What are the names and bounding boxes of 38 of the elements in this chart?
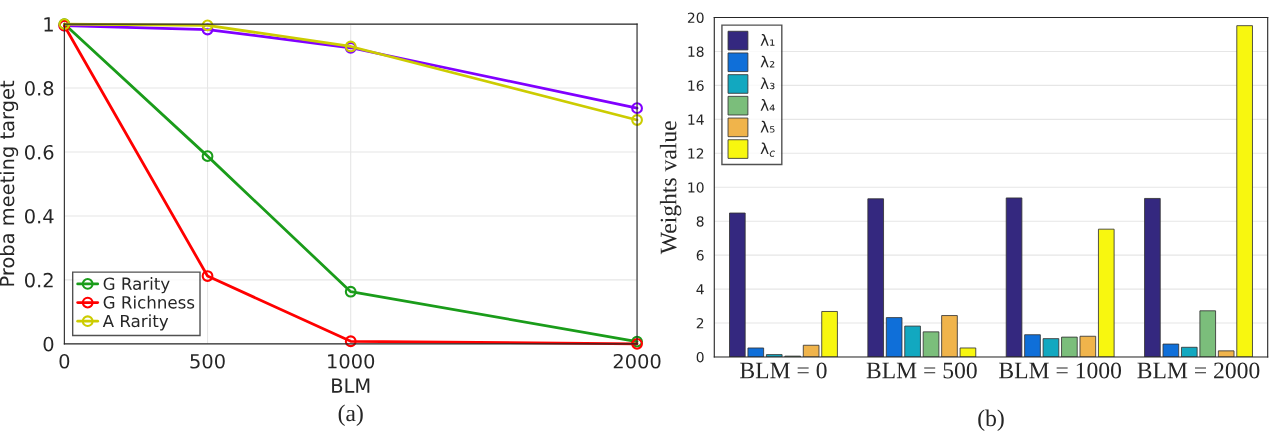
y-tick-label: 0.4 xyxy=(24,208,54,224)
legend-label: G Richness xyxy=(103,295,195,309)
x-tick-label: BLM = 2000 xyxy=(1137,362,1260,379)
y-tick-label: 0.2 xyxy=(24,272,53,288)
x-tick-label: 0 xyxy=(59,353,70,369)
y-tick-label: 6 xyxy=(696,250,704,261)
y-axis-title: Proba meeting target xyxy=(0,80,19,286)
x-tick-label: 500 xyxy=(190,353,225,369)
y-axis-title: Weights value xyxy=(659,121,682,255)
legend-label: λ$_{c}$ xyxy=(760,142,776,157)
y-tick-label: 0 xyxy=(43,336,54,352)
legend-label: A Rarity xyxy=(102,314,169,331)
y-tick-label: 18 xyxy=(688,46,704,57)
y-tick-label: 1 xyxy=(44,17,53,32)
legend-label: G Rarity xyxy=(103,277,170,294)
legend-label: λ₂ xyxy=(760,55,775,68)
y-tick-label: 20 xyxy=(687,12,704,23)
x-tick-label: 2000 xyxy=(613,353,661,369)
legend-label: λ₅ xyxy=(760,120,775,133)
y-tick-label: 0.6 xyxy=(24,144,54,160)
y-tick-label: 16 xyxy=(688,80,704,91)
y-tick-label: 2 xyxy=(696,317,704,329)
y-tick-label: 4 xyxy=(696,284,704,295)
x-tick-label: BLM = 1000 xyxy=(999,362,1122,379)
legend-label: λ₄ xyxy=(760,99,775,111)
y-tick-label: 10 xyxy=(688,182,704,193)
text: (a) xyxy=(338,404,363,426)
x-tick-label: BLM = 0 xyxy=(740,362,827,379)
x-tick-label: 1000 xyxy=(328,353,375,369)
y-tick-label: 8 xyxy=(696,216,704,227)
legend-label: λ₃ xyxy=(760,77,775,90)
text: (b) xyxy=(978,409,1004,431)
y-tick-label: 14 xyxy=(688,114,704,125)
x-tick-label: BLM = 500 xyxy=(866,362,977,379)
y-tick-label: 12 xyxy=(688,148,704,159)
legend-label: λ₁ xyxy=(760,34,775,46)
y-tick-label: 0.8 xyxy=(24,80,54,96)
x-axis-title: BLM xyxy=(332,378,370,393)
